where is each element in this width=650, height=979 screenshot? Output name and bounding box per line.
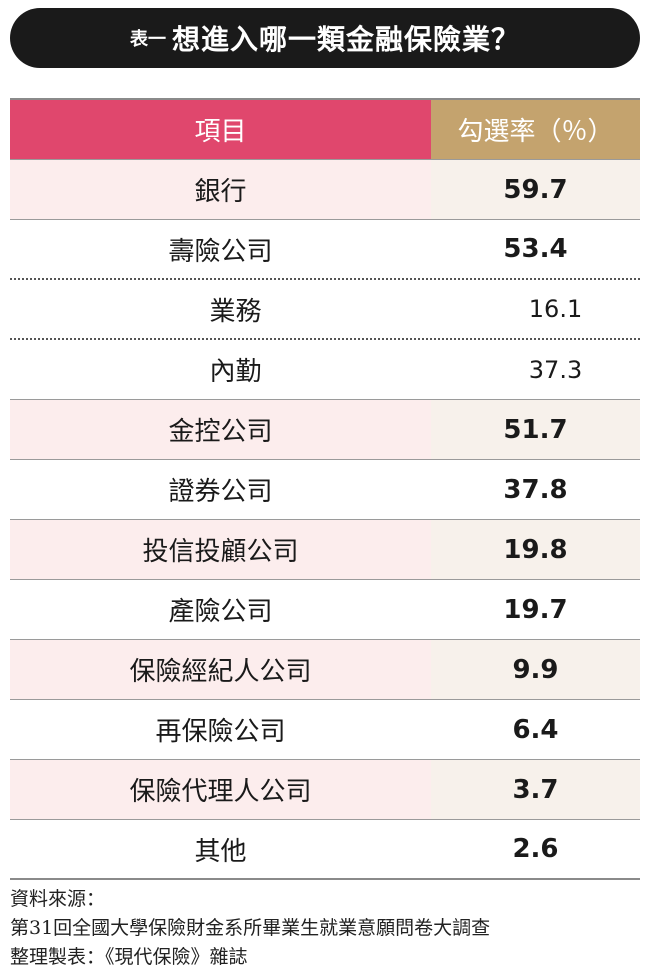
- table-row: 其他 2.6: [10, 820, 640, 880]
- row-item-label: 銀行: [10, 160, 431, 219]
- data-table: 項目 勾選率（％） 銀行 59.7 壽險公司 53.4 業務 16.1 內勤 3…: [10, 98, 640, 880]
- row-value: 51.7: [431, 400, 640, 459]
- row-item-label: 其他: [194, 836, 247, 867]
- row-value: 19.7: [503, 594, 568, 625]
- table-subrow: 業務 16.1: [10, 280, 640, 340]
- table-row: 投信投顧公司 19.8: [10, 520, 640, 580]
- row-value: 53.4: [503, 234, 568, 264]
- source-label: 資料來源：: [10, 888, 106, 910]
- table-number: 表一: [129, 29, 166, 50]
- row-item-label: 業務: [209, 296, 262, 327]
- column-header-rate: 勾選率（％）: [431, 100, 640, 159]
- row-value: 37.8: [503, 474, 568, 505]
- table-subrow: 內勤 37.3: [10, 340, 640, 400]
- table-row: 保險經紀人公司 9.9: [10, 640, 640, 700]
- table-title: 想進入哪一類金融保險業？: [171, 23, 520, 56]
- row-value: 19.8: [431, 520, 640, 579]
- row-value: 2.6: [512, 834, 559, 864]
- source-survey: 第31回全國大學保險財金系所畢業生就業意願問卷大調查: [10, 917, 491, 939]
- table-row: 金控公司 51.7: [10, 400, 640, 460]
- table-row: 再保險公司 6.4: [10, 700, 640, 760]
- row-value: 37.3: [528, 355, 583, 384]
- table-row: 證券公司 37.8: [10, 460, 640, 520]
- row-value: 3.7: [431, 760, 640, 819]
- row-item-label: 壽險公司: [168, 236, 273, 267]
- row-value: 16.1: [528, 295, 583, 323]
- row-item-label: 保險代理人公司: [10, 760, 431, 819]
- table-row: 銀行 59.7: [10, 160, 640, 220]
- table-header-row: 項目 勾選率（％）: [10, 100, 640, 160]
- table-row: 壽險公司 53.4: [10, 220, 640, 280]
- row-item-label: 內勤: [209, 357, 262, 387]
- table-row: 保險代理人公司 3.7: [10, 760, 640, 820]
- source-compiler: 整理製表：《現代保險》雜誌: [10, 946, 248, 968]
- row-item-label: 證券公司: [168, 477, 273, 507]
- table-title-banner: 表一 想進入哪一類金融保險業？: [10, 8, 640, 68]
- row-item-label: 投信投顧公司: [10, 520, 431, 579]
- column-header-item: 項目: [10, 100, 431, 159]
- row-value: 59.7: [431, 160, 640, 219]
- row-item-label: 再保險公司: [155, 717, 286, 747]
- row-value: 6.4: [512, 714, 559, 745]
- row-value: 9.9: [431, 640, 640, 699]
- row-item-label: 產險公司: [168, 597, 273, 627]
- row-item-label: 金控公司: [10, 400, 431, 459]
- table-row: 產險公司 19.7: [10, 580, 640, 640]
- row-item-label: 保險經紀人公司: [10, 640, 431, 699]
- source-note: 資料來源： 第31回全國大學保險財金系所畢業生就業意願問卷大調查 整理製表：《現…: [10, 885, 640, 972]
